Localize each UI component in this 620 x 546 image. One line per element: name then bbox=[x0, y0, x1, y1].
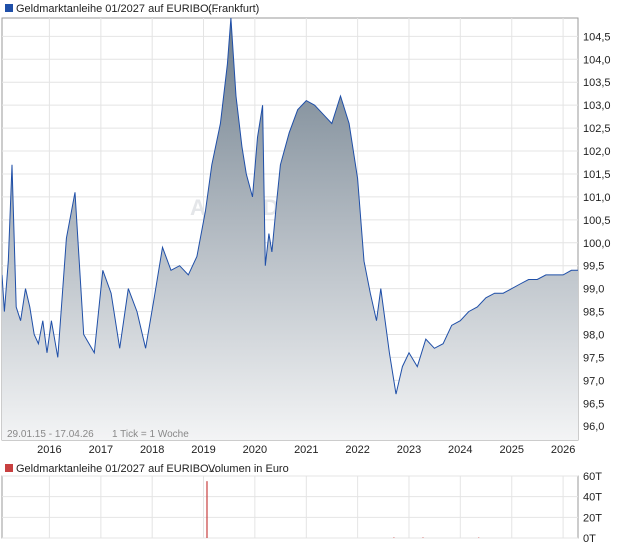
volume-legend-swatch bbox=[5, 464, 13, 472]
x-tick-label: 2024 bbox=[448, 444, 472, 456]
volume-bar bbox=[206, 481, 208, 538]
x-axis: 2016 2017 2018 2019 2020 2021 2022 2023 2024 2025… bbox=[37, 444, 575, 456]
price-line bbox=[2, 18, 578, 395]
x-tick-label: 2017 bbox=[89, 444, 113, 456]
y-tick-label: 99,5 bbox=[583, 261, 604, 273]
y-tick-label: 96,0 bbox=[583, 421, 604, 433]
footer-tick-info: 1 Tick = 1 Woche bbox=[112, 429, 189, 440]
y-tick-label: 99,0 bbox=[583, 284, 604, 296]
y-tick-label: 100,0 bbox=[583, 238, 611, 250]
x-tick-label: 2016 bbox=[37, 444, 61, 456]
y-tick-label: 100,5 bbox=[583, 215, 611, 227]
x-tick-label: 2025 bbox=[500, 444, 524, 456]
price-y-axis: 104,5 104,0 103,5 103,0 102,5 102,0 101,5 101,0… bbox=[583, 31, 611, 433]
volume-bar bbox=[478, 537, 480, 538]
volume-chart-title: Geldmarktanleihe 01/2027 auf EURIBO... bbox=[16, 463, 218, 475]
y-tick-label: 103,5 bbox=[583, 77, 611, 89]
price-area-fill bbox=[2, 18, 578, 440]
x-tick-label: 2023 bbox=[397, 444, 421, 456]
x-tick-label: 2026 bbox=[551, 444, 575, 456]
volume-chart-subtitle: Volumen in Euro bbox=[208, 463, 289, 475]
x-tick-label: 2020 bbox=[243, 444, 267, 456]
y-tick-label: 96,5 bbox=[583, 398, 604, 410]
price-legend-swatch bbox=[5, 4, 13, 12]
volume-y-tick-label: 60T bbox=[583, 471, 602, 483]
volume-bars bbox=[206, 481, 480, 538]
volume-grid bbox=[2, 475, 578, 539]
y-tick-label: 101,0 bbox=[583, 192, 611, 204]
volume-plot-area bbox=[1, 475, 579, 539]
price-chart-exchange: (Frankfurt) bbox=[208, 3, 259, 15]
footer-date-range: 29.01.15 - 17.04.26 bbox=[7, 429, 94, 440]
volume-y-axis: 60T 40T 20T 0T bbox=[583, 471, 602, 545]
volume-y-tick-label: 0T bbox=[583, 533, 596, 545]
y-tick-label: 102,0 bbox=[583, 146, 611, 158]
x-tick-label: 2019 bbox=[191, 444, 215, 456]
y-tick-label: 104,0 bbox=[583, 54, 611, 66]
price-chart-title: Geldmarktanleihe 01/2027 auf EURIBO... bbox=[16, 3, 218, 15]
y-tick-label: 98,0 bbox=[583, 330, 604, 342]
y-tick-label: 101,5 bbox=[583, 169, 611, 181]
y-tick-label: 104,5 bbox=[583, 31, 611, 43]
x-tick-label: 2018 bbox=[140, 444, 164, 456]
y-tick-label: 98,5 bbox=[583, 307, 604, 319]
volume-bar bbox=[422, 537, 424, 538]
volume-y-tick-label: 20T bbox=[583, 512, 602, 524]
x-tick-label: 2022 bbox=[345, 444, 369, 456]
volume-y-tick-label: 40T bbox=[583, 492, 602, 504]
y-tick-label: 102,5 bbox=[583, 123, 611, 135]
y-tick-label: 103,0 bbox=[583, 100, 611, 112]
y-tick-label: 97,5 bbox=[583, 352, 604, 364]
volume-bar bbox=[393, 537, 395, 538]
x-tick-label: 2021 bbox=[294, 444, 318, 456]
y-tick-label: 97,0 bbox=[583, 375, 604, 387]
